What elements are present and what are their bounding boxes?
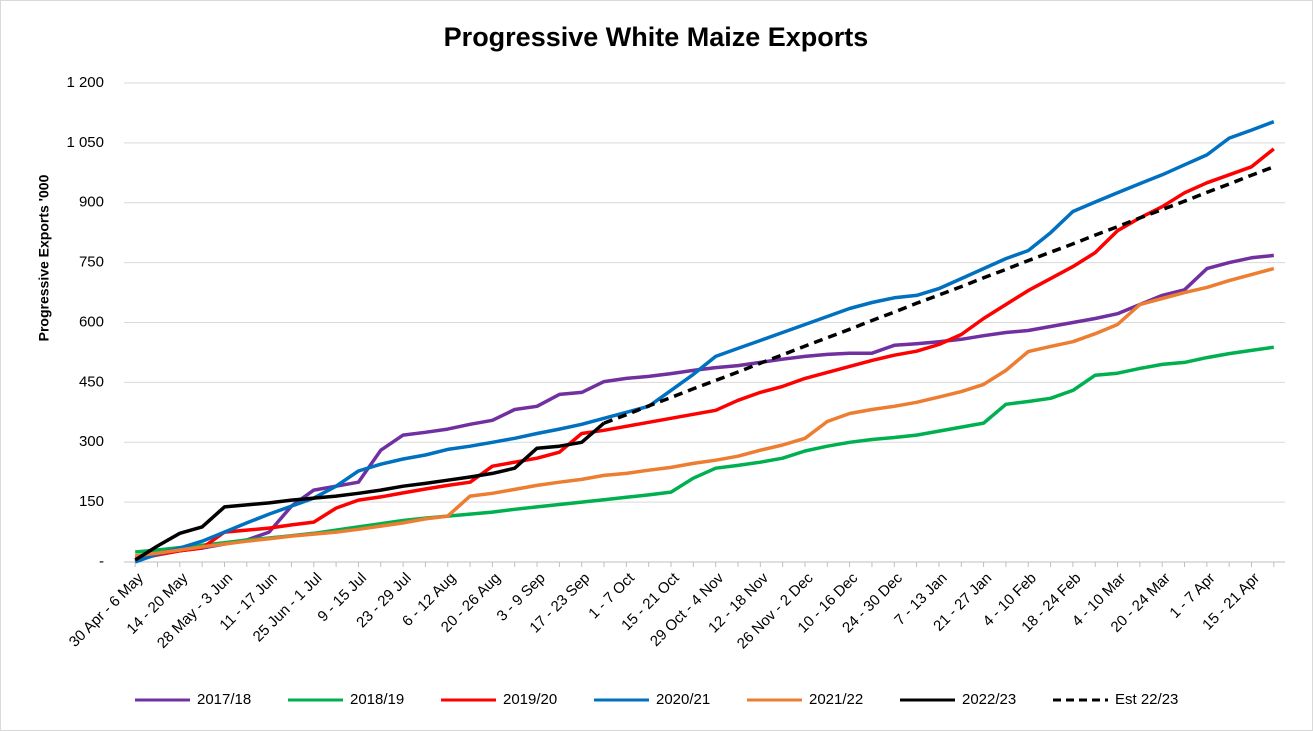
- legend-label: 2022/23: [962, 691, 1016, 708]
- y-tick-label: 1 050: [66, 134, 104, 151]
- legend-label: 2019/20: [503, 691, 557, 708]
- legend-label: Est 22/23: [1115, 691, 1178, 708]
- legend-label: 2021/22: [809, 691, 863, 708]
- y-tick-label: 600: [79, 313, 104, 330]
- legend-label: 2017/18: [197, 691, 251, 708]
- y-tick-label: 150: [79, 493, 104, 510]
- legend-label: 2020/21: [656, 691, 710, 708]
- series-line: [134, 120, 1275, 564]
- y-tick-label: 900: [79, 194, 104, 211]
- series-line: [134, 147, 1275, 562]
- legend-label: 2018/19: [350, 691, 404, 708]
- y-tick-label: -: [99, 553, 104, 570]
- y-tick-label: 750: [79, 254, 104, 271]
- series-line: [134, 253, 1274, 560]
- y-axis-label: Progressive Exports '000: [36, 174, 52, 341]
- y-tick-label: 300: [79, 433, 104, 450]
- series-line: [134, 421, 606, 562]
- series-line: [134, 266, 1275, 558]
- y-tick-label: 450: [79, 373, 104, 390]
- chart-title: Progressive White Maize Exports: [444, 22, 869, 52]
- y-tick-label: 1 200: [66, 74, 104, 91]
